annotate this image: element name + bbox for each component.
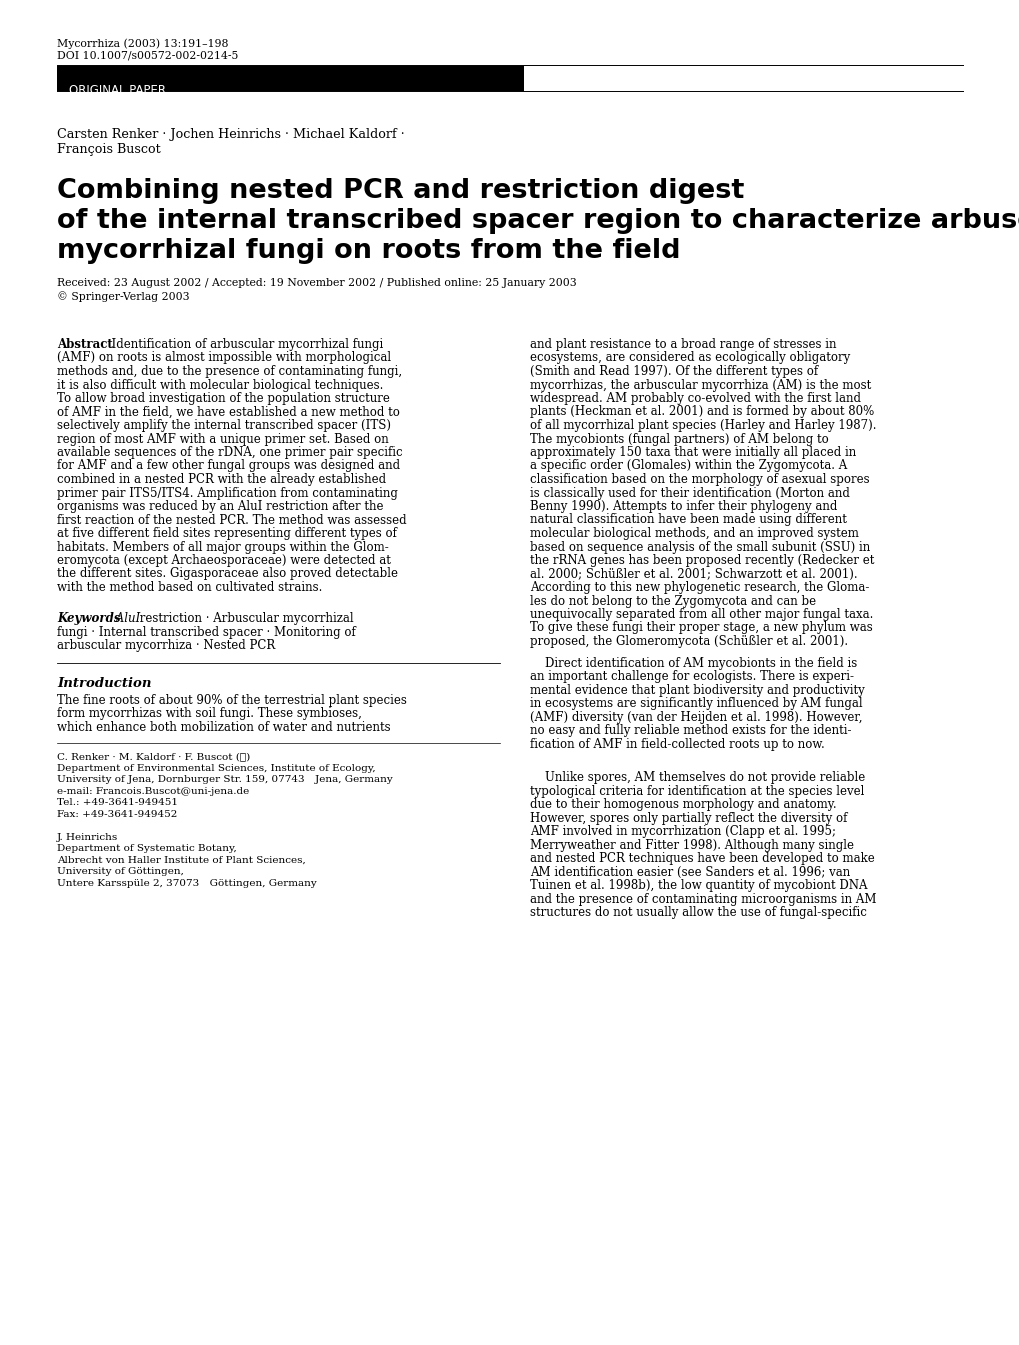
Text: Department of Systematic Botany,: Department of Systematic Botany,: [57, 845, 236, 853]
Text: mental evidence that plant biodiversity and productivity: mental evidence that plant biodiversity …: [530, 683, 864, 697]
Text: Unlike spores, AM themselves do not provide reliable: Unlike spores, AM themselves do not prov…: [530, 771, 864, 784]
Text: University of Jena, Dornburger Str. 159, 07743 Jena, Germany: University of Jena, Dornburger Str. 159,…: [57, 775, 392, 784]
Text: widespread. AM probably co-evolved with the first land: widespread. AM probably co-evolved with …: [530, 391, 860, 405]
Text: Received: 23 August 2002 / Accepted: 19 November 2002 / Published online: 25 Jan: Received: 23 August 2002 / Accepted: 19 …: [57, 278, 576, 288]
Text: proposed, the Glomeromycota (Schüßler et al. 2001).: proposed, the Glomeromycota (Schüßler et…: [530, 635, 847, 648]
Text: Fax: +49-3641-949452: Fax: +49-3641-949452: [57, 810, 177, 819]
Text: restriction · Arbuscular mycorrhizal: restriction · Arbuscular mycorrhizal: [136, 612, 354, 625]
Text: ecosystems, are considered as ecologically obligatory: ecosystems, are considered as ecological…: [530, 351, 850, 364]
Text: To give these fungi their proper stage, a new phylum was: To give these fungi their proper stage, …: [530, 621, 872, 635]
Text: Keywords: Keywords: [57, 612, 120, 625]
Text: François Buscot: François Buscot: [57, 143, 161, 156]
Text: and plant resistance to a broad range of stresses in: and plant resistance to a broad range of…: [530, 338, 836, 351]
Text: at five different field sites representing different types of: at five different field sites representi…: [57, 527, 396, 539]
Text: region of most AMF with a unique primer set. Based on: region of most AMF with a unique primer …: [57, 433, 388, 445]
Text: The mycobionts (fungal partners) of AM belong to: The mycobionts (fungal partners) of AM b…: [530, 433, 828, 445]
Text: is classically used for their identification (Morton and: is classically used for their identifica…: [530, 487, 849, 499]
Text: Identification of arbuscular mycorrhizal fungi: Identification of arbuscular mycorrhizal…: [104, 338, 383, 351]
Text: al. 2000; Schüßler et al. 2001; Schwarzott et al. 2001).: al. 2000; Schüßler et al. 2001; Schwarzo…: [530, 568, 857, 581]
Text: C. Renker · M. Kaldorf · F. Buscot (✉): C. Renker · M. Kaldorf · F. Buscot (✉): [57, 752, 250, 761]
Text: arbuscular mycorrhiza · Nested PCR: arbuscular mycorrhiza · Nested PCR: [57, 639, 275, 652]
Text: selectively amplify the internal transcribed spacer (ITS): selectively amplify the internal transcr…: [57, 420, 390, 432]
Text: natural classification have been made using different: natural classification have been made us…: [530, 514, 846, 526]
Text: fungi · Internal transcribed spacer · Monitoring of: fungi · Internal transcribed spacer · Mo…: [57, 625, 356, 639]
Text: DOI 10.1007/s00572-002-0214-5: DOI 10.1007/s00572-002-0214-5: [57, 51, 238, 61]
Text: primer pair ITS5/ITS4. Amplification from contaminating: primer pair ITS5/ITS4. Amplification fro…: [57, 487, 397, 499]
Text: the different sites. Gigasporaceae also proved detectable: the different sites. Gigasporaceae also …: [57, 568, 397, 581]
Text: Tel.: +49-3641-949451: Tel.: +49-3641-949451: [57, 798, 178, 807]
Text: According to this new phylogenetic research, the Gloma-: According to this new phylogenetic resea…: [530, 581, 868, 594]
Text: an important challenge for ecologists. There is experi-: an important challenge for ecologists. T…: [530, 670, 853, 683]
Text: in ecosystems are significantly influenced by AM fungal: in ecosystems are significantly influenc…: [530, 697, 862, 710]
Text: © Springer-Verlag 2003: © Springer-Verlag 2003: [57, 291, 190, 301]
Text: mycorrhizas, the arbuscular mycorrhiza (AM) is the most: mycorrhizas, the arbuscular mycorrhiza (…: [530, 378, 870, 391]
Text: classification based on the morphology of asexual spores: classification based on the morphology o…: [530, 473, 869, 486]
Text: due to their homogenous morphology and anatomy.: due to their homogenous morphology and a…: [530, 799, 836, 811]
Text: Benny 1990). Attempts to infer their phylogeny and: Benny 1990). Attempts to infer their phy…: [530, 500, 837, 512]
Bar: [57, 66, 524, 91]
Text: AMF involved in mycorrhization (Clapp et al. 1995;: AMF involved in mycorrhization (Clapp et…: [530, 826, 836, 838]
Text: Direct identification of AM mycobionts in the field is: Direct identification of AM mycobionts i…: [530, 656, 856, 670]
Text: which enhance both mobilization of water and nutrients: which enhance both mobilization of water…: [57, 721, 390, 733]
Text: Department of Environmental Sciences, Institute of Ecology,: Department of Environmental Sciences, In…: [57, 764, 375, 772]
Text: Abstract: Abstract: [57, 338, 113, 351]
Text: of AMF in the field, we have established a new method to: of AMF in the field, we have established…: [57, 405, 399, 418]
Text: organisms was reduced by an AluI restriction after the: organisms was reduced by an AluI restric…: [57, 500, 383, 512]
Text: Mycorrhiza (2003) 13:191–198: Mycorrhiza (2003) 13:191–198: [57, 38, 228, 48]
Text: typological criteria for identification at the species level: typological criteria for identification …: [530, 785, 863, 798]
Text: form mycorrhizas with soil fungi. These symbioses,: form mycorrhizas with soil fungi. These …: [57, 707, 362, 720]
Text: Introduction: Introduction: [57, 677, 152, 690]
Text: AluI: AluI: [112, 612, 141, 625]
Text: of all mycorrhizal plant species (Harley and Harley 1987).: of all mycorrhizal plant species (Harley…: [530, 420, 875, 432]
Text: fication of AMF in field-collected roots up to now.: fication of AMF in field-collected roots…: [530, 737, 824, 751]
Text: and nested PCR techniques have been developed to make: and nested PCR techniques have been deve…: [530, 853, 874, 865]
Text: available sequences of the rDNA, one primer pair specific: available sequences of the rDNA, one pri…: [57, 447, 403, 459]
Text: unequivocally separated from all other major fungal taxa.: unequivocally separated from all other m…: [530, 608, 872, 621]
Text: University of Göttingen,: University of Göttingen,: [57, 868, 183, 876]
Text: e-mail: Francois.Buscot@uni-jena.de: e-mail: Francois.Buscot@uni-jena.de: [57, 787, 249, 795]
Text: and the presence of contaminating microorganisms in AM: and the presence of contaminating microo…: [530, 893, 875, 905]
Text: AM identification easier (see Sanders et al. 1996; van: AM identification easier (see Sanders et…: [530, 866, 850, 878]
Text: combined in a nested PCR with the already established: combined in a nested PCR with the alread…: [57, 473, 386, 486]
Text: Merryweather and Fitter 1998). Although many single: Merryweather and Fitter 1998). Although …: [530, 839, 853, 851]
Text: To allow broad investigation of the population structure: To allow broad investigation of the popu…: [57, 391, 389, 405]
Text: approximately 150 taxa that were initially all placed in: approximately 150 taxa that were initial…: [530, 447, 855, 459]
Text: Combining nested PCR and restriction digest: Combining nested PCR and restriction dig…: [57, 178, 744, 204]
Text: (AMF) diversity (van der Heijden et al. 1998). However,: (AMF) diversity (van der Heijden et al. …: [530, 710, 862, 724]
Text: habitats. Members of all major groups within the Glom-: habitats. Members of all major groups wi…: [57, 541, 388, 554]
Text: Albrecht von Haller Institute of Plant Sciences,: Albrecht von Haller Institute of Plant S…: [57, 855, 306, 865]
Text: it is also difficult with molecular biological techniques.: it is also difficult with molecular biol…: [57, 378, 383, 391]
Text: no easy and fully reliable method exists for the identi-: no easy and fully reliable method exists…: [530, 724, 851, 737]
Text: of the internal transcribed spacer region to characterize arbuscular: of the internal transcribed spacer regio…: [57, 208, 1019, 234]
Text: based on sequence analysis of the small subunit (SSU) in: based on sequence analysis of the small …: [530, 541, 869, 554]
Text: However, spores only partially reflect the diversity of: However, spores only partially reflect t…: [530, 812, 847, 824]
Text: the rRNA genes has been proposed recently (Redecker et: the rRNA genes has been proposed recentl…: [530, 554, 873, 568]
Text: mycorrhizal fungi on roots from the field: mycorrhizal fungi on roots from the fiel…: [57, 238, 680, 264]
Text: a specific order (Glomales) within the Zygomycota. A: a specific order (Glomales) within the Z…: [530, 460, 847, 472]
Text: eromycota (except Archaeosporaceae) were detected at: eromycota (except Archaeosporaceae) were…: [57, 554, 390, 568]
Text: methods and, due to the presence of contaminating fungi,: methods and, due to the presence of cont…: [57, 364, 401, 378]
Text: Tuinen et al. 1998b), the low quantity of mycobiont DNA: Tuinen et al. 1998b), the low quantity o…: [530, 880, 866, 892]
Text: (AMF) on roots is almost impossible with morphological: (AMF) on roots is almost impossible with…: [57, 351, 390, 364]
Text: ORIGINAL PAPER: ORIGINAL PAPER: [69, 83, 166, 97]
Text: molecular biological methods, and an improved system: molecular biological methods, and an imp…: [530, 527, 858, 539]
Text: first reaction of the nested PCR. The method was assessed: first reaction of the nested PCR. The me…: [57, 514, 407, 526]
Text: with the method based on cultivated strains.: with the method based on cultivated stra…: [57, 581, 322, 594]
Text: Carsten Renker · Jochen Heinrichs · Michael Kaldorf ·: Carsten Renker · Jochen Heinrichs · Mich…: [57, 128, 405, 141]
Text: structures do not usually allow the use of fungal-specific: structures do not usually allow the use …: [530, 907, 866, 920]
Text: for AMF and a few other fungal groups was designed and: for AMF and a few other fungal groups wa…: [57, 460, 399, 472]
Text: J. Heinrichs: J. Heinrichs: [57, 833, 118, 842]
Text: Untere Karsspüle 2, 37073 Göttingen, Germany: Untere Karsspüle 2, 37073 Göttingen, Ger…: [57, 878, 317, 888]
Text: les do not belong to the Zygomycota and can be: les do not belong to the Zygomycota and …: [530, 594, 815, 608]
Text: The fine roots of about 90% of the terrestrial plant species: The fine roots of about 90% of the terre…: [57, 694, 407, 706]
Text: (Smith and Read 1997). Of the different types of: (Smith and Read 1997). Of the different …: [530, 364, 817, 378]
Text: plants (Heckman et al. 2001) and is formed by about 80%: plants (Heckman et al. 2001) and is form…: [530, 405, 873, 418]
